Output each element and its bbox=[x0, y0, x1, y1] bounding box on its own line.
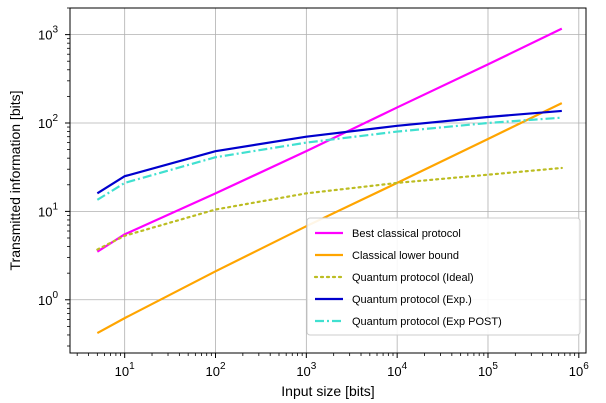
legend-entry-3: Quantum protocol (Exp.) bbox=[352, 294, 472, 306]
legend-entry-0: Best classical protocol bbox=[352, 228, 461, 240]
series-line-best-classical-protocol bbox=[96, 27, 563, 253]
series-layer bbox=[96, 27, 563, 335]
plot-frame bbox=[69, 7, 587, 354]
series-line-classical-lower-bound bbox=[96, 102, 563, 335]
legend-box bbox=[306, 217, 581, 336]
x-axis-label: Input size [bits] bbox=[281, 383, 374, 399]
legend-entry-2: Quantum protocol (Ideal) bbox=[352, 272, 474, 284]
legend-entry-1: Classical lower bound bbox=[352, 250, 459, 262]
legend-entry-4: Quantum protocol (Exp POST) bbox=[352, 316, 502, 328]
series-line-quantum-protocol-ideal bbox=[96, 166, 563, 251]
y-axis-label: Transmitted information [bits] bbox=[7, 91, 23, 271]
legend: Best classical protocol Classical lower b… bbox=[306, 217, 581, 336]
series-line-quantum-protocol-exp bbox=[96, 109, 562, 195]
